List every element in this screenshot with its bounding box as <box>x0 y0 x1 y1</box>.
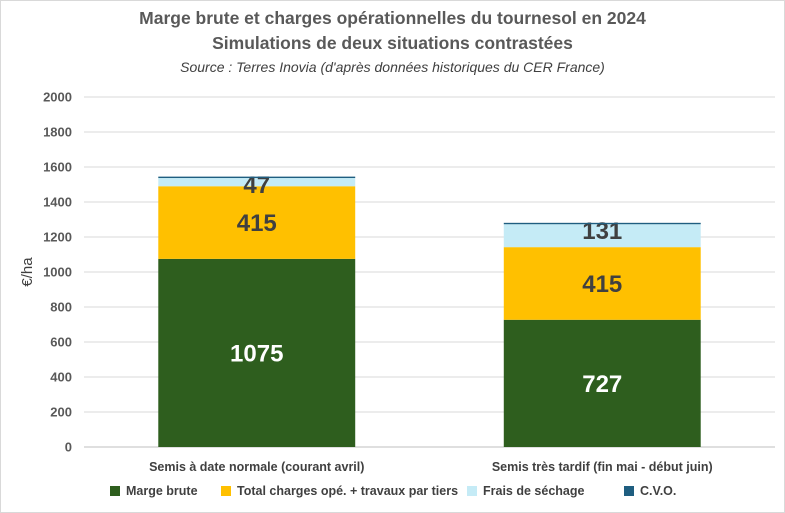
chart-legend: Marge brute Total charges opé. + travaux … <box>0 484 785 504</box>
chart-title: Marge brute et charges opérationnelles d… <box>139 8 646 28</box>
y-tick-label: 1600 <box>43 160 72 175</box>
y-tick-label: 800 <box>50 300 72 315</box>
legend-item: C.V.O. <box>624 484 676 498</box>
y-tick-label: 600 <box>50 335 72 350</box>
bar-segment-marge-brute <box>503 319 701 447</box>
legend-label: Marge brute <box>126 484 198 498</box>
category-label: Semis à date normale (courant avril) <box>149 460 364 474</box>
bar-segment-frais-de-s-chage <box>158 178 356 187</box>
chart-source: Source : Terres Inovia (d'après données … <box>180 59 605 75</box>
legend-label: Frais de séchage <box>483 484 585 498</box>
legend-item: Frais de séchage <box>467 484 584 498</box>
data-label: 1075 <box>230 341 283 368</box>
y-tick-label: 1200 <box>43 230 72 245</box>
chart-subtitle: Simulations de deux situations contrasté… <box>212 33 573 53</box>
legend-label: C.V.O. <box>640 484 677 498</box>
data-label: 47 <box>243 172 270 199</box>
y-tick-label: 1000 <box>43 265 72 280</box>
bar-segment-total-charges-op-travaux-par-tiers <box>158 186 356 259</box>
data-label: 727 <box>582 371 622 398</box>
legend-label: Total charges opé. + travaux par tiers <box>237 484 459 498</box>
bar-segment-total-charges-op-travaux-par-tiers <box>503 247 701 320</box>
data-label: 415 <box>582 271 622 298</box>
legend-item: Marge brute <box>110 484 198 498</box>
data-label: 415 <box>237 210 277 237</box>
y-tick-label: 1800 <box>43 125 72 140</box>
legend-swatch <box>624 486 634 496</box>
legend-swatch <box>110 486 120 496</box>
bar-segment-frais-de-s-chage <box>503 224 701 248</box>
legend-swatch <box>467 486 477 496</box>
y-tick-label: 0 <box>65 440 72 455</box>
y-axis-label: €/ha <box>19 257 36 287</box>
category-label: Semis très tardif (fin mai - début juin) <box>492 460 713 474</box>
bar-segment-c-v-o <box>158 176 356 179</box>
legend-item: Total charges opé. + travaux par tiers <box>221 484 458 498</box>
y-tick-label: 200 <box>50 405 72 420</box>
y-tick-label: 2000 <box>43 90 72 105</box>
legend-swatch <box>221 486 231 496</box>
y-tick-label: 400 <box>50 370 72 385</box>
y-tick-label: 1400 <box>43 195 72 210</box>
bar-segment-marge-brute <box>158 258 356 447</box>
bar-segment-c-v-o <box>503 222 701 225</box>
data-label: 131 <box>582 218 622 245</box>
